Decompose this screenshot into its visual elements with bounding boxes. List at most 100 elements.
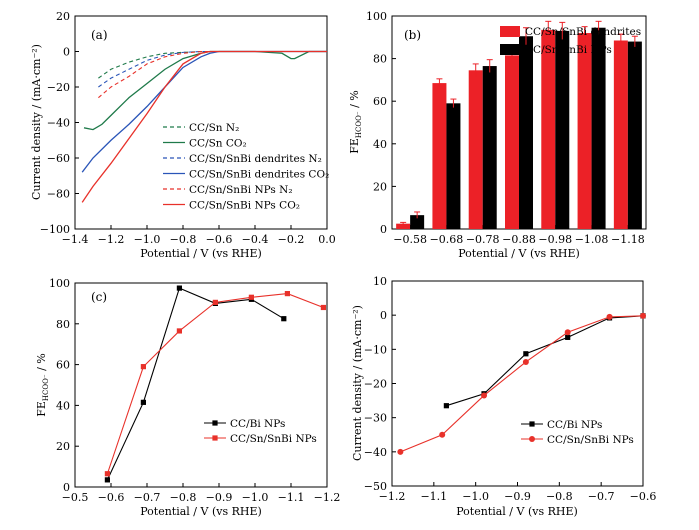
data-point-0 bbox=[140, 399, 146, 405]
data-point-1 bbox=[439, 431, 446, 438]
legend-label: CC/Sn CO₂ bbox=[189, 138, 247, 150]
x-tick-label: −1.0 bbox=[242, 491, 269, 504]
panel-label: (b) bbox=[404, 28, 421, 42]
series-line-1 bbox=[83, 50, 327, 131]
bar-1 bbox=[627, 41, 642, 230]
legend-label: CC/Sn N₂ bbox=[189, 122, 239, 134]
bar-1 bbox=[410, 215, 425, 229]
x-tick-label: −1.0 bbox=[462, 490, 489, 503]
legend-label: CC/Sn/SnBi dendrites N₂ bbox=[189, 153, 322, 165]
x-axis-label: Potential / V (vs RHE) bbox=[140, 247, 262, 260]
legend-label: CC/Sn/SnBi dendrites bbox=[525, 26, 641, 38]
y-tick-label: 100 bbox=[366, 10, 387, 23]
x-tick-label: −0.88 bbox=[502, 233, 536, 246]
x-axis-label: Potential / V (vs RHE) bbox=[458, 247, 580, 260]
data-point-0 bbox=[176, 285, 182, 291]
y-axis-label: FEHCOO⁻ / % bbox=[35, 353, 50, 416]
bar-0 bbox=[613, 40, 628, 230]
x-tick-label: −0.6 bbox=[98, 491, 125, 504]
legend-swatch bbox=[500, 26, 520, 37]
panel-a: −1.4 −1.2 −1.0 −0.8 −0.6 −0.4 −0.2 0.0 20 0 −20 −40… bbox=[30, 10, 336, 260]
legend-label: CC/Sn/SnBi NPs CO₂ bbox=[189, 200, 300, 212]
x-tick-label: −1.4 bbox=[62, 233, 89, 246]
bar-1 bbox=[446, 103, 461, 229]
y-tick-label: 40 bbox=[56, 399, 70, 412]
series-line-5 bbox=[81, 50, 327, 203]
x-tick-label: −0.5 bbox=[62, 491, 89, 504]
y-tick-label: 40 bbox=[373, 138, 387, 151]
series-line-2 bbox=[98, 50, 327, 88]
legend-marker bbox=[529, 421, 535, 427]
data-point-1 bbox=[284, 291, 290, 297]
y-axis-label-tail: / % bbox=[35, 353, 48, 374]
y-tick-label: 80 bbox=[373, 53, 387, 66]
x-tick-label: −0.6 bbox=[630, 490, 657, 503]
y-tick-label: −40 bbox=[364, 446, 387, 459]
x-tick-label: −0.58 bbox=[393, 233, 427, 246]
y-tick-label: 20 bbox=[373, 180, 387, 193]
bar-1 bbox=[555, 30, 570, 229]
bar-0 bbox=[505, 55, 519, 229]
y-axis-label-subscript: HCOO⁻ bbox=[42, 374, 50, 401]
data-point-1 bbox=[140, 364, 146, 370]
y-tick-label: −40 bbox=[47, 117, 70, 130]
data-point-0 bbox=[565, 334, 571, 340]
x-tick-label: −0.7 bbox=[134, 491, 161, 504]
x-tick-label: −1.2 bbox=[314, 491, 341, 504]
x-tick-label: −1.18 bbox=[611, 233, 645, 246]
bar-0 bbox=[541, 29, 556, 229]
x-tick-label: −1.1 bbox=[278, 491, 305, 504]
data-point-0 bbox=[443, 403, 449, 409]
y-tick-label: 10 bbox=[373, 275, 387, 288]
legend-label: CC/Sn/SnBi NPs bbox=[525, 44, 612, 56]
legend-label: CC/Sn/SnBi NPs bbox=[230, 433, 317, 445]
data-point-1 bbox=[212, 299, 218, 305]
bar-0 bbox=[468, 70, 483, 229]
x-tick-label: −0.8 bbox=[546, 490, 573, 503]
y-tick-label: −10 bbox=[364, 343, 387, 356]
x-tick-label: −1.2 bbox=[98, 233, 125, 246]
x-tick-label: −0.9 bbox=[504, 490, 531, 503]
y-tick-label: −50 bbox=[364, 480, 387, 493]
x-tick-label: −0.4 bbox=[242, 233, 269, 246]
y-tick-label: 20 bbox=[56, 440, 70, 453]
data-point-1 bbox=[320, 304, 326, 311]
y-tick-label: −80 bbox=[47, 188, 70, 201]
x-axis-label: Potential / V (vs RHE) bbox=[140, 505, 262, 518]
legend-marker bbox=[212, 435, 218, 441]
y-tick-label: 100 bbox=[49, 277, 70, 290]
y-tick-label: 20 bbox=[56, 10, 70, 23]
y-tick-label: 60 bbox=[373, 95, 387, 108]
x-tick-label: −1.0 bbox=[134, 233, 161, 246]
data-point-1 bbox=[564, 329, 571, 336]
y-axis-label-main: FE bbox=[35, 401, 48, 417]
x-axis-label: Potential / V (vs RHE) bbox=[456, 505, 578, 518]
plot-frame bbox=[391, 280, 644, 487]
data-point-1 bbox=[176, 328, 182, 334]
x-tick-label: −1.08 bbox=[575, 233, 609, 246]
y-tick-label: 0 bbox=[380, 223, 387, 236]
y-tick-label: 0 bbox=[63, 46, 70, 59]
data-point-0 bbox=[281, 316, 287, 322]
y-tick-label: 60 bbox=[56, 359, 70, 372]
legend-label: CC/Sn/SnBi NPs bbox=[547, 434, 634, 446]
bar-0 bbox=[577, 33, 592, 229]
bar-1 bbox=[482, 66, 497, 230]
series-line-1 bbox=[400, 315, 644, 453]
legend-label: CC/Bi NPs bbox=[547, 419, 602, 431]
legend-swatch bbox=[500, 44, 520, 55]
data-point-1 bbox=[248, 294, 254, 300]
y-tick-label: 80 bbox=[56, 318, 70, 331]
x-tick-label: −0.6 bbox=[206, 233, 233, 246]
y-axis-label: Current density / (mA·cm⁻²) bbox=[351, 305, 364, 461]
y-tick-label: −100 bbox=[40, 223, 70, 236]
legend-marker bbox=[529, 436, 535, 442]
data-point-1 bbox=[104, 471, 110, 477]
y-axis-label-tail: / % bbox=[348, 90, 361, 111]
y-tick-label: 0 bbox=[63, 481, 70, 494]
panel-label: (a) bbox=[91, 28, 108, 42]
series-line-4 bbox=[98, 50, 327, 99]
y-tick-label: 0 bbox=[380, 309, 387, 322]
x-tick-label: −0.68 bbox=[430, 233, 464, 246]
